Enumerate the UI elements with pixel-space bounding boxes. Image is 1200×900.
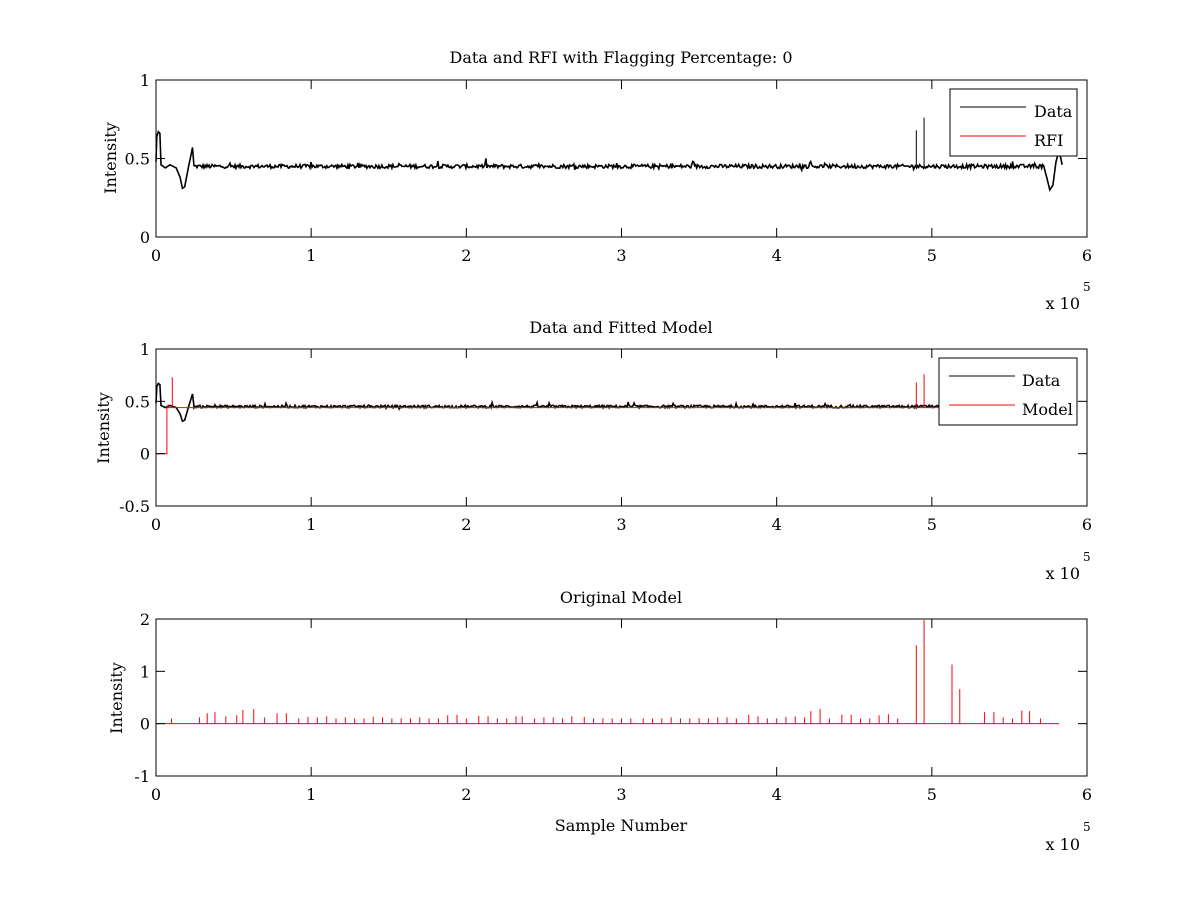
plot-marks <box>155 117 1063 192</box>
series-line <box>155 382 1063 423</box>
y-tick-label: 0.5 <box>125 150 150 169</box>
chart-title: Data and Fitted Model <box>529 318 712 337</box>
x-tick-label: 2 <box>461 246 471 265</box>
x-tick-label: 0 <box>151 246 161 265</box>
x-tick-label: 4 <box>772 785 782 804</box>
x-tick-label: 6 <box>1082 785 1092 804</box>
legend-box <box>949 88 1078 157</box>
x-axis-label: Sample Number <box>555 816 688 835</box>
x-tick-label: 4 <box>772 246 782 265</box>
y-tick-label: 0 <box>140 715 150 734</box>
x-tick-label: 2 <box>461 515 471 534</box>
x-tick-label: 6 <box>1082 515 1092 534</box>
legend-entry-rfi: RFI <box>1034 131 1063 150</box>
x-axis-multiplier: x 10 <box>1046 294 1080 313</box>
x-tick-label: 1 <box>306 246 316 265</box>
series-line <box>155 130 1063 192</box>
x-tick-label: 6 <box>1082 246 1092 265</box>
x-tick-label: 3 <box>616 785 626 804</box>
plot-marks <box>156 620 1060 725</box>
x-tick-label: 4 <box>772 515 782 534</box>
legend-entry-model: Model <box>1022 400 1073 419</box>
x-axis-multiplier-exponent: 5 <box>1083 820 1091 834</box>
x-tick-label: 1 <box>306 515 316 534</box>
y-tick-label: 0 <box>140 445 150 464</box>
x-axis-multiplier-exponent: 5 <box>1083 550 1091 564</box>
y-tick-label: 1 <box>140 662 150 681</box>
series-data <box>155 382 1063 423</box>
x-tick-label: 5 <box>927 246 937 265</box>
y-tick-label: 1 <box>140 71 150 90</box>
y-tick-label: 0 <box>140 228 150 247</box>
x-tick-label: 3 <box>616 515 626 534</box>
y-tick-label: -0.5 <box>119 497 150 516</box>
legend-entry-data: Data <box>1022 371 1061 390</box>
legend: Data Model <box>938 357 1078 426</box>
chart-title: Data and RFI with Flagging Percentage: 0 <box>449 48 792 67</box>
series-model <box>156 620 1060 725</box>
legend-box <box>938 357 1078 426</box>
series-data <box>155 117 1063 192</box>
x-axis-multiplier: x 10 <box>1046 835 1080 854</box>
axis-ticks: 0 1 2 3 4 5 6-0.500.51 <box>119 340 1092 534</box>
x-tick-label: 5 <box>927 515 937 534</box>
y-tick-label: 0.5 <box>125 392 150 411</box>
x-tick-label: 2 <box>461 785 471 804</box>
y-axis-label: Intensity <box>107 662 126 734</box>
x-tick-label: 5 <box>927 785 937 804</box>
x-tick-label: 3 <box>616 246 626 265</box>
panel-data-and-rfi: Data and RFI with Flagging Percentage: 0… <box>101 48 1092 313</box>
legend: Data RFI <box>949 88 1078 157</box>
y-axis-label: Intensity <box>94 392 113 464</box>
legend-entry-data: Data <box>1034 102 1073 121</box>
axis-ticks: 0 1 2 3 4 5 6 0 0.5 1 <box>125 71 1093 265</box>
y-tick-label: 1 <box>140 340 150 359</box>
x-tick-label: 1 <box>306 785 316 804</box>
x-tick-label: 0 <box>151 785 161 804</box>
y-tick-label: 2 <box>140 610 150 629</box>
y-axis-label: Intensity <box>101 122 120 194</box>
y-tick-label: -1 <box>134 767 150 786</box>
panel-data-and-fitted-model: Data and Fitted Model 0 1 2 3 4 5 6-0.500.51 I… <box>94 318 1092 583</box>
x-axis-multiplier-exponent: 5 <box>1083 280 1091 294</box>
x-tick-label: 0 <box>151 515 161 534</box>
x-axis-multiplier: x 10 <box>1046 564 1080 583</box>
chart-title: Original Model <box>560 588 682 607</box>
